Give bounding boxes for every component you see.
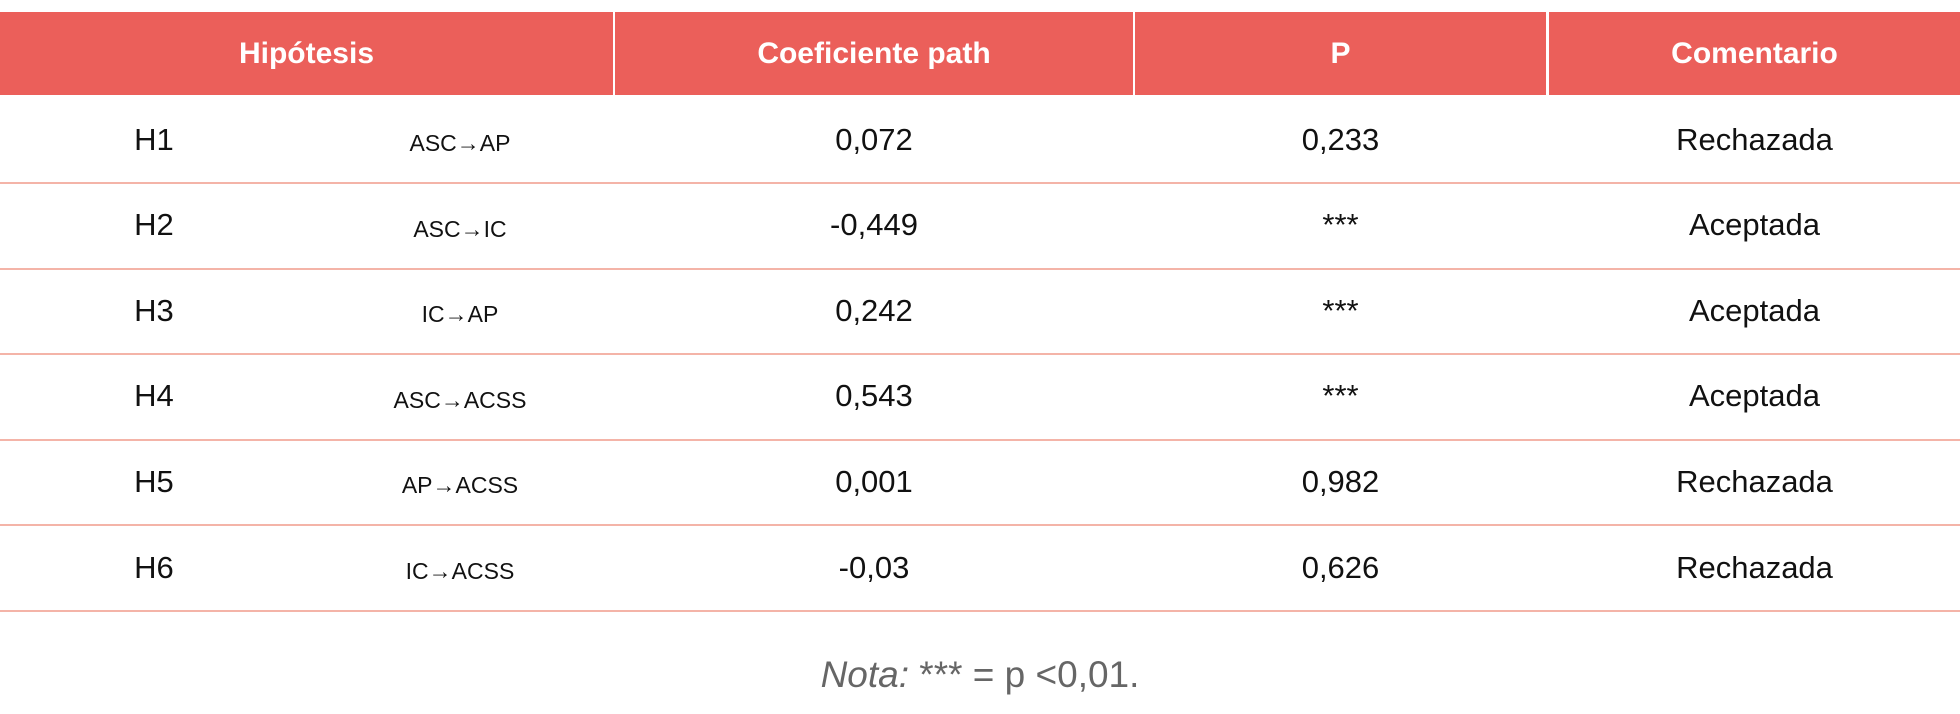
note-text: *** = p <0,01. (919, 654, 1140, 695)
table-cell: Aceptada (1689, 207, 1820, 243)
header-cell: Coeficiente path (615, 12, 1133, 95)
table-cell: H5 (134, 463, 174, 499)
table-row: H6 IC→ACSS -0,03 0,626 Rechazada (0, 525, 1960, 612)
table-cell: Aceptada (1689, 378, 1820, 414)
header-cell: Hipótesis (0, 12, 613, 95)
table-row: H5 AP→ACSS 0,001 0,982 Rechazada (0, 439, 1960, 527)
table-cell: H4 (134, 378, 174, 414)
table-cell: 0,001 (835, 463, 913, 499)
table-cell: Rechazada (1676, 463, 1833, 499)
table-cell: 0,626 (1301, 549, 1380, 585)
table-cell: IC→ACSS (405, 558, 515, 584)
table-cell: *** (1322, 292, 1359, 328)
table-row: H2 ASC→IC -0,449 *** Aceptada (0, 183, 1960, 270)
table-row: H3 IC→AP 0,242 *** Aceptada (0, 268, 1960, 356)
table-cell: Rechazada (1676, 549, 1833, 585)
table-cell: Aceptada (1689, 292, 1820, 328)
table-cell: IC→AP (421, 301, 499, 328)
table-cell: ASC→ACSS (393, 386, 527, 413)
table-row: H1 ASC→AP 0,072 0,233 Rechazada (0, 97, 1960, 184)
table-cell: Rechazada (1676, 121, 1833, 157)
table-cell: *** (1322, 207, 1359, 243)
header-cell: P (1135, 12, 1546, 95)
table-cell: H2 (134, 207, 174, 243)
table-cell: H3 (134, 292, 174, 328)
table-cell: 0,982 (1301, 463, 1380, 499)
table-cell: ASC→AP (409, 130, 511, 156)
table-cell: -0,03 (838, 549, 910, 585)
table-cell: -0,449 (830, 207, 918, 243)
table-cell: 0,072 (835, 121, 913, 157)
table-cell: 0,242 (835, 292, 913, 328)
table-cell: H1 (134, 121, 174, 157)
table-cell: AP→ACSS (401, 472, 519, 499)
table-cell: ASC→IC (413, 215, 507, 242)
note-label: Nota: (820, 654, 910, 695)
header-cell: Comentario (1549, 12, 1960, 95)
table-note: Nota: *** = p <0,01. (0, 654, 1960, 696)
table-row: H4 ASC→ACSS 0,543 *** Aceptada (0, 354, 1960, 441)
table-cell: 0,233 (1301, 121, 1380, 157)
table-cell: H6 (134, 549, 174, 585)
table-cell: 0,543 (835, 378, 913, 414)
table-cell: *** (1322, 378, 1359, 414)
